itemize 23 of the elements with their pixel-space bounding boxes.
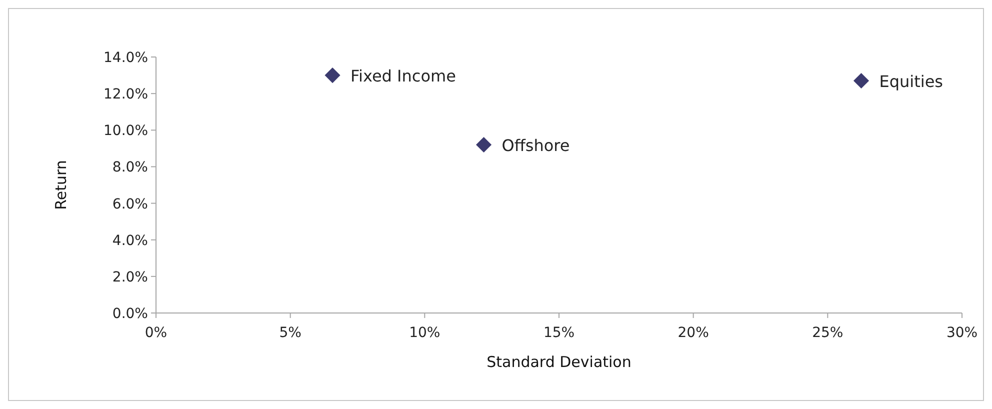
x-tick-label: 15% (543, 325, 575, 341)
y-tick-label: 6.0% (112, 196, 148, 212)
y-tick-label: 2.0% (112, 269, 148, 286)
y-axis-title: Return (52, 160, 70, 210)
x-tick-label: 20% (678, 325, 709, 341)
y-tick-label: 10.0% (104, 123, 148, 140)
point (476, 136, 492, 153)
annotation: Offshore (502, 136, 570, 155)
x-tick-label: 5% (279, 325, 302, 341)
y-tick-label: 8.0% (112, 160, 148, 176)
y-tick-label: 14.0% (104, 50, 148, 66)
annotation: Equities (879, 72, 943, 91)
x-tick-label: 25% (812, 325, 844, 341)
y-tick-label: 12.0% (104, 86, 148, 103)
point (853, 72, 870, 89)
x-tick-label: 10% (409, 325, 440, 341)
point (324, 68, 340, 84)
y-tick-label: 4.0% (112, 232, 148, 249)
x-tick-label: 0% (144, 325, 168, 341)
x-tick-label: 30% (946, 325, 978, 341)
x-axis-title: Standard Deviation (486, 353, 632, 371)
annotation: Fixed Income (350, 66, 456, 86)
y-tick-label: 0.0% (112, 306, 148, 322)
